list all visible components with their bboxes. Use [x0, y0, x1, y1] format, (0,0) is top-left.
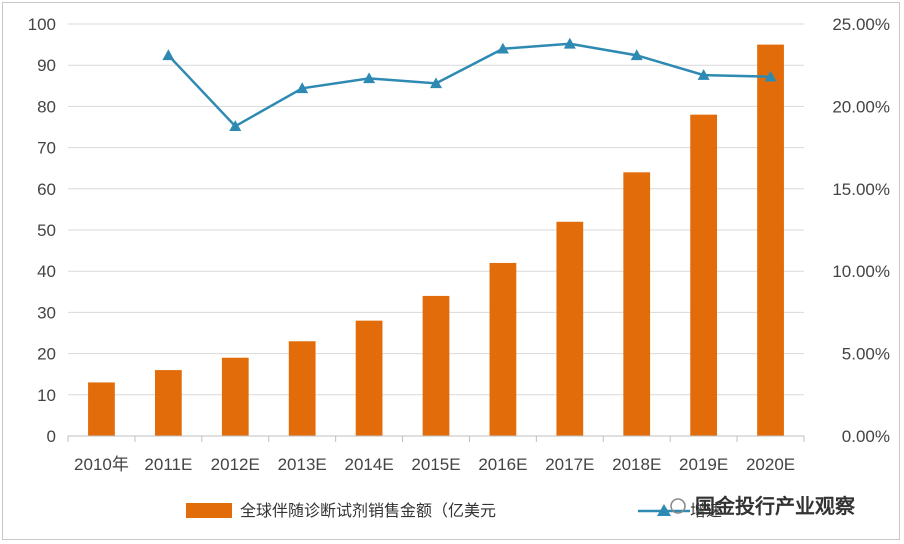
line-point: [630, 49, 643, 61]
y-right-tick-label: 0.00%: [842, 427, 890, 446]
x-tick-label: 2017E: [545, 455, 594, 474]
line-point: [296, 82, 309, 94]
bar: [88, 382, 115, 436]
growth-line: [167, 42, 771, 128]
y-left-tick-label: 50: [37, 221, 56, 240]
legend-line-marker: [657, 504, 671, 516]
y-left-tick-label: 80: [37, 97, 56, 116]
y-left-tick-label: 70: [37, 139, 56, 158]
x-tick-label: 2016E: [478, 455, 527, 474]
bar: [288, 341, 316, 436]
x-tick-label: 2011E: [144, 455, 192, 474]
line-point: [229, 120, 242, 131]
y-right-tick-label: 25.00%: [832, 15, 890, 34]
line-series: [162, 37, 777, 131]
line-point: [697, 69, 710, 80]
line-point: [363, 72, 376, 84]
x-tick-label: 2010年: [74, 455, 129, 474]
y-left-tick-label: 20: [37, 345, 56, 364]
legend-bar-swatch: [186, 503, 232, 518]
watermark: 国金投行产业观察: [670, 494, 856, 518]
x-tick-label: 2018E: [612, 455, 661, 474]
line-point: [496, 42, 509, 54]
x-tick-label: 2015E: [411, 455, 460, 474]
watermark-text: 国金投行产业观察: [695, 494, 856, 518]
x-tick-label: 2012E: [211, 455, 260, 474]
bar: [690, 114, 718, 436]
bar: [623, 172, 651, 436]
bar-series: [88, 44, 784, 436]
line-point: [162, 49, 175, 61]
bar: [757, 44, 784, 436]
line-point: [563, 37, 576, 49]
y-left-tick-label: 10: [37, 386, 56, 405]
y-right-tick-label: 20.00%: [832, 97, 890, 116]
y-left-tick-label: 40: [37, 262, 56, 281]
y-left-tick-label: 100: [28, 15, 56, 34]
bar: [422, 295, 450, 436]
legend: 全球伴随诊断试剂销售金额（亿美元 增速: [186, 501, 722, 520]
y-left-tick-label: 0: [47, 427, 56, 446]
y-left-tick-label: 30: [37, 303, 56, 322]
axes: 0 10 20 30 40 50 60 70 80 90 100 0.00% 5.00% 10.00% 15…: [28, 15, 890, 474]
bar: [221, 357, 249, 436]
y-left-tick-label: 90: [37, 56, 56, 75]
legend-line-label: 增速: [690, 501, 722, 520]
x-tick-label: 2013E: [278, 455, 327, 474]
bar: [489, 262, 517, 436]
y-right-tick-label: 15.00%: [832, 180, 890, 199]
x-tick-label: 2019E: [679, 455, 728, 474]
bar: [355, 320, 383, 436]
legend-bar-label: 全球伴随诊断试剂销售金额（亿美元: [240, 501, 496, 520]
y-right-tick-label: 5.00%: [842, 345, 890, 364]
x-tick-label: 2014E: [345, 455, 394, 474]
line-point: [430, 77, 442, 89]
x-tick-label: 2020E: [746, 455, 795, 474]
line-point: [764, 70, 777, 82]
bar: [556, 221, 584, 436]
y-left-tick-label: 60: [37, 180, 56, 199]
bar: [154, 370, 182, 436]
y-right-tick-label: 10.00%: [832, 262, 890, 281]
wechat-icon: [670, 498, 686, 514]
